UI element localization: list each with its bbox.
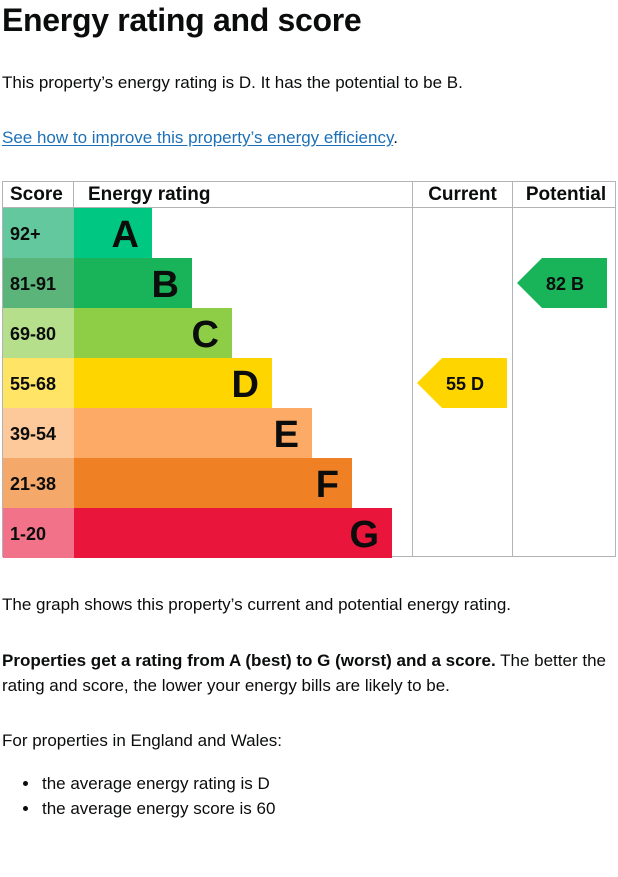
score-label-f: 21-38 bbox=[10, 474, 56, 494]
improve-link-paragraph: See how to improve this property’s energ… bbox=[2, 125, 398, 150]
rating-summary: This property’s energy rating is D. It h… bbox=[2, 73, 463, 92]
score-label-e: 39-54 bbox=[10, 424, 56, 444]
score-cell-a bbox=[3, 208, 74, 258]
band-bar-c bbox=[74, 308, 232, 358]
score-label-g: 1-20 bbox=[10, 524, 46, 544]
band-letter-f: F bbox=[316, 464, 339, 506]
header-potential: Potential bbox=[526, 184, 606, 205]
header-energy-rating: Energy rating bbox=[88, 184, 210, 205]
rating-explanation: Properties get a rating from A (best) to… bbox=[2, 648, 614, 698]
average-rating-item: the average energy rating is D bbox=[40, 771, 275, 796]
link-suffix: . bbox=[393, 128, 398, 147]
band-bar-b bbox=[74, 258, 192, 308]
band-letter-c: C bbox=[192, 314, 219, 356]
rating-explanation-rest: The better the rating and score, the low… bbox=[2, 651, 606, 695]
header-score: Score bbox=[10, 184, 63, 205]
band-letter-e: E bbox=[274, 414, 299, 456]
score-cell-b bbox=[3, 258, 74, 308]
score-cell-f bbox=[3, 458, 74, 508]
band-letter-a: A bbox=[112, 214, 139, 256]
band-letter-d: D bbox=[232, 364, 259, 406]
averages-list: the average energy rating is D the avera… bbox=[2, 771, 275, 821]
score-label-c: 69-80 bbox=[10, 324, 56, 344]
potential-rating-label: 82 B bbox=[546, 274, 584, 294]
header-current: Current bbox=[428, 184, 497, 205]
band-letter-b: B bbox=[152, 264, 179, 306]
band-letter-g: G bbox=[349, 514, 379, 556]
average-score-item: the average energy score is 60 bbox=[40, 796, 275, 821]
rating-explanation-bold: Properties get a rating from A (best) to… bbox=[2, 651, 496, 670]
averages-intro: For properties in England and Wales: bbox=[2, 731, 283, 750]
score-label-a: 92+ bbox=[10, 224, 41, 244]
current-rating-label: 55 D bbox=[446, 374, 484, 394]
band-bar-f bbox=[74, 458, 352, 508]
score-cell-g bbox=[3, 508, 74, 558]
energy-rating-chart: Score Energy rating Current Potential 92+ A 81… bbox=[2, 181, 616, 558]
potential-rating-arrow bbox=[517, 258, 607, 308]
current-rating-arrow bbox=[417, 358, 507, 408]
band-bar-e bbox=[74, 408, 312, 458]
band-bar-a bbox=[74, 208, 152, 258]
score-cell-d bbox=[3, 358, 74, 408]
score-label-d: 55-68 bbox=[10, 374, 56, 394]
page-title: Energy rating and score bbox=[2, 2, 362, 38]
score-cell-e bbox=[3, 408, 74, 458]
improve-efficiency-link[interactable]: See how to improve this property’s energ… bbox=[2, 128, 394, 147]
score-label-b: 81-91 bbox=[10, 274, 56, 294]
graph-description: The graph shows this property’s current … bbox=[2, 595, 512, 614]
band-bar-d bbox=[74, 358, 272, 408]
band-bar-g bbox=[74, 508, 392, 558]
score-cell-c bbox=[3, 308, 74, 358]
